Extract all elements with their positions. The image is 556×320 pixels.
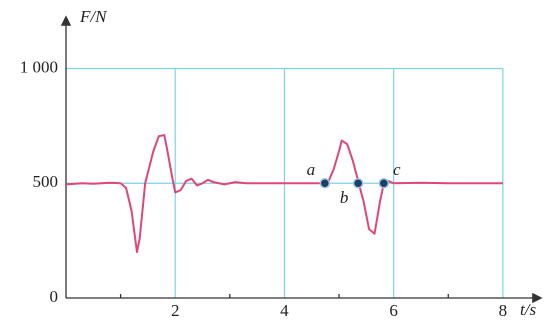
annotation-label: c	[393, 160, 401, 179]
data-line	[65, 134, 503, 254]
annotation-point	[352, 177, 364, 189]
annotation-point	[378, 177, 390, 189]
y-axis-label: F/N	[79, 7, 108, 26]
annotation-label: a	[307, 160, 316, 179]
x-tick-label: 6	[389, 301, 398, 320]
annotation-point	[319, 177, 331, 189]
x-tick-label: 4	[280, 301, 289, 320]
x-tick-label: 2	[171, 301, 180, 320]
annotation-label: b	[340, 188, 349, 207]
x-tick-label: 8	[499, 301, 508, 320]
y-tick-label: 1 000	[20, 57, 58, 76]
x-axis-label: t/s	[520, 300, 536, 319]
y-tick-label: 500	[33, 172, 59, 191]
y-tick-label: 0	[50, 287, 59, 306]
